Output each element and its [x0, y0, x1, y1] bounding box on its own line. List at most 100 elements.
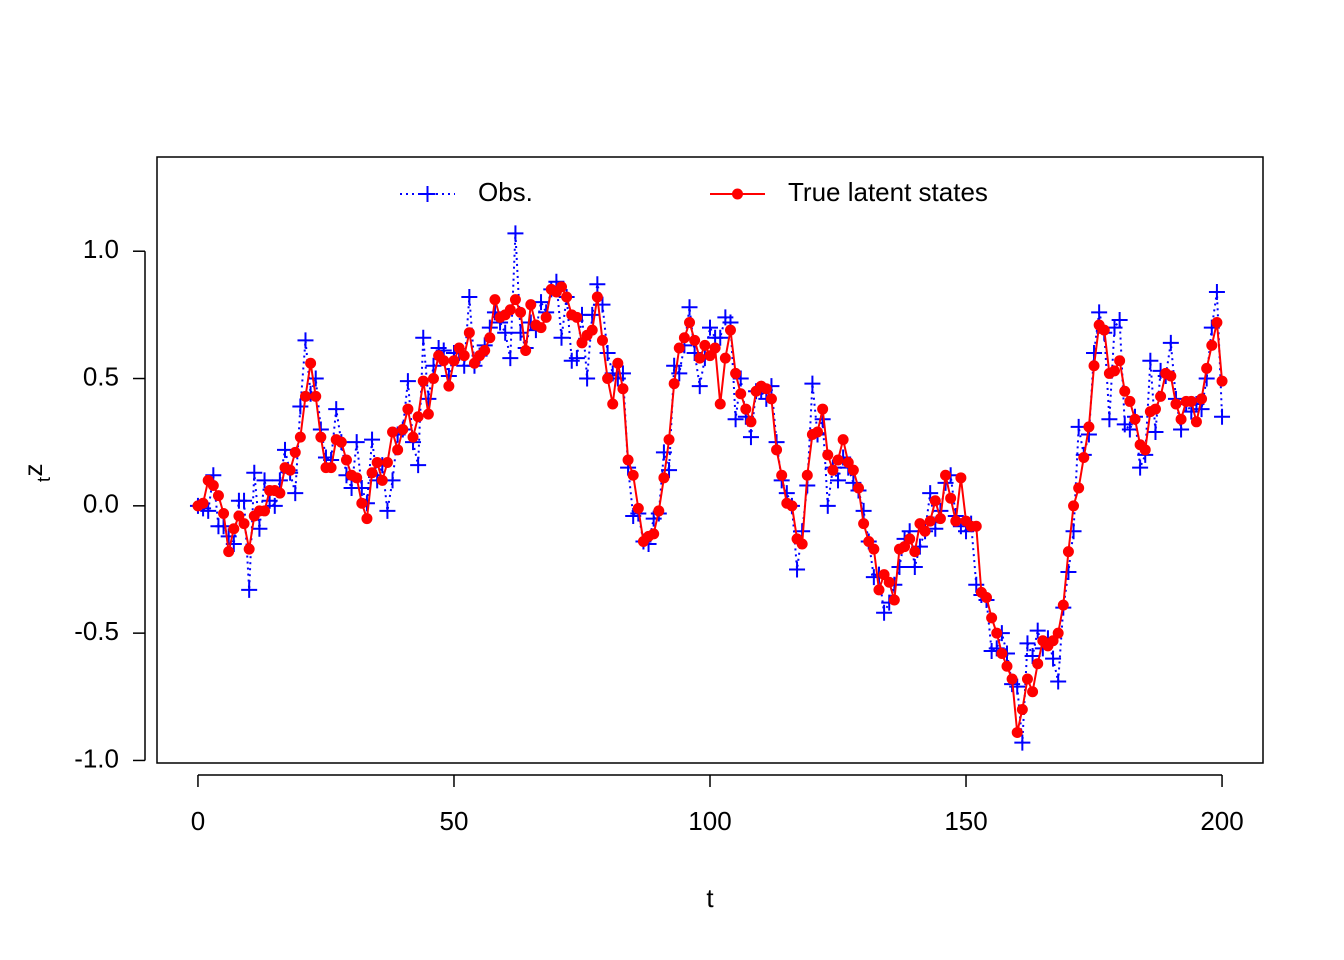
plus-marker: [599, 345, 616, 362]
plus-marker: [415, 329, 432, 346]
plus-marker: [328, 401, 345, 418]
point: [259, 505, 271, 517]
plus-marker: [348, 434, 365, 451]
point: [463, 327, 475, 339]
point: [1129, 413, 1141, 425]
plus-marker: [661, 462, 678, 479]
y-axis-title-sub: t: [34, 477, 54, 482]
x-axis-title: t: [706, 883, 714, 913]
plus-marker: [876, 604, 893, 621]
plus-marker: [1147, 423, 1164, 440]
plus-marker: [497, 324, 514, 341]
plus-marker: [292, 398, 309, 415]
plus-marker: [727, 411, 744, 428]
point: [801, 469, 813, 481]
plus-marker: [589, 276, 606, 293]
point: [561, 291, 573, 303]
plus-marker: [420, 390, 437, 407]
point: [1057, 599, 1069, 611]
point: [607, 398, 619, 410]
point: [858, 518, 870, 530]
point: [991, 627, 1003, 639]
point: [197, 497, 209, 509]
point: [1119, 385, 1131, 397]
point: [397, 423, 409, 435]
point: [847, 464, 859, 476]
point: [218, 507, 230, 519]
legend-label: Obs.: [478, 177, 533, 207]
x-tick-label: 0: [191, 806, 205, 836]
point: [678, 332, 690, 344]
point: [387, 426, 399, 438]
point: [1001, 660, 1013, 672]
point: [515, 306, 527, 318]
plus-marker: [1101, 411, 1118, 428]
plus-marker: [830, 472, 847, 489]
point: [1211, 317, 1223, 329]
point: [376, 474, 388, 486]
point: [822, 449, 834, 461]
plus-marker: [655, 444, 672, 461]
point: [719, 352, 731, 364]
point: [207, 479, 219, 491]
point: [417, 375, 429, 387]
legend-label: True latent states: [788, 177, 988, 207]
x-tick-label: 50: [440, 806, 469, 836]
point: [945, 492, 957, 504]
point: [586, 324, 598, 336]
point: [689, 334, 701, 346]
point: [238, 518, 250, 530]
point: [812, 426, 824, 438]
plus-marker: [891, 558, 908, 575]
plus-marker: [399, 373, 416, 390]
plus-marker: [789, 561, 806, 578]
series-line: [197, 233, 1224, 743]
point: [986, 612, 998, 624]
point: [1083, 421, 1095, 433]
point: [412, 411, 424, 423]
plus-marker: [927, 520, 944, 537]
point: [786, 500, 798, 512]
point: [294, 431, 306, 443]
plus-marker: [251, 520, 268, 537]
point: [878, 569, 890, 581]
point: [868, 543, 880, 555]
point: [1006, 673, 1018, 685]
point: [315, 431, 327, 443]
point: [663, 434, 675, 446]
plus-marker: [579, 370, 596, 387]
x-tick-label: 200: [1200, 806, 1243, 836]
point: [340, 454, 352, 466]
point: [899, 541, 911, 553]
point: [1190, 416, 1202, 428]
point: [632, 502, 644, 514]
point: [627, 469, 639, 481]
point: [520, 345, 532, 357]
point: [1098, 324, 1110, 336]
plus-marker: [287, 485, 304, 502]
plus-marker: [671, 365, 688, 382]
point: [468, 357, 480, 369]
point: [704, 350, 716, 362]
point: [1139, 444, 1151, 456]
point: [955, 472, 967, 484]
point: [1175, 413, 1187, 425]
point: [1021, 673, 1033, 685]
plus-marker: [1214, 408, 1231, 425]
plus-marker: [379, 502, 396, 519]
plus-marker: [702, 319, 718, 336]
plus-marker: [533, 294, 550, 311]
plus-marker: [1091, 304, 1108, 321]
point: [658, 472, 670, 484]
point: [1165, 370, 1177, 382]
point: [1124, 395, 1136, 407]
point: [1016, 704, 1028, 716]
point: [1201, 362, 1213, 374]
point: [863, 535, 875, 547]
plus-marker: [266, 497, 283, 514]
plus-marker: [1050, 673, 1067, 690]
point: [1011, 726, 1023, 738]
point: [371, 457, 383, 469]
